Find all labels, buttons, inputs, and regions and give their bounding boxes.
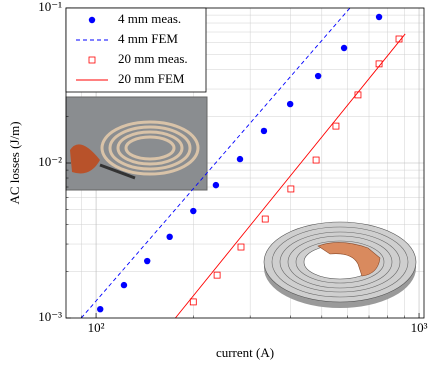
- legend-marker: [88, 56, 96, 64]
- data-point: [189, 298, 197, 306]
- photo-coil: [100, 120, 200, 176]
- legend-label: 4 mm FEM: [118, 31, 178, 46]
- legend: 4 mm meas. 4 mm FEM 20 mm meas. 20 mm FEM: [65, 7, 207, 93]
- data-point: [332, 122, 340, 130]
- legend-label: 4 mm meas.: [118, 11, 181, 26]
- data-point: [213, 271, 221, 279]
- data-point: [286, 100, 294, 108]
- data-point: [120, 281, 128, 289]
- inset-render: [263, 221, 417, 308]
- y-axis-label: AC losses (J/m): [7, 121, 22, 204]
- legend-label: 20 mm FEM: [118, 71, 185, 86]
- legend-marker: [88, 16, 96, 24]
- data-point: [375, 13, 383, 21]
- x-axis-label: current (A): [216, 345, 274, 360]
- inset-photo: [66, 97, 207, 190]
- x-tick-label: 10³: [411, 320, 428, 335]
- photo-copper: [70, 144, 100, 174]
- data-point: [340, 44, 348, 52]
- legend-box: [65, 7, 207, 93]
- data-point: [212, 181, 220, 189]
- data-point: [166, 233, 173, 241]
- data-point: [314, 72, 322, 80]
- series-line: [175, 33, 406, 318]
- insets: [65, 96, 417, 308]
- ticks: 10⁻³ 10⁻² 10⁻¹ 10² 10³: [38, 0, 427, 335]
- legend-label: 20 mm meas.: [118, 51, 188, 66]
- data-point: [236, 155, 244, 163]
- x-tick-label: 10²: [88, 320, 105, 335]
- y-tick-label: 10⁻²: [38, 154, 62, 169]
- plot-marks: [80, 8, 406, 318]
- data-point: [144, 257, 151, 265]
- data-point: [97, 305, 104, 313]
- data-point: [260, 127, 268, 135]
- series-line: [80, 8, 351, 318]
- data-point: [237, 243, 245, 251]
- y-tick-label: 10⁻¹: [38, 0, 62, 14]
- data-point: [312, 156, 320, 164]
- photo-lead: [99, 163, 136, 180]
- data-point: [287, 185, 295, 193]
- grid: [66, 7, 424, 319]
- data-point: [261, 215, 269, 223]
- y-tick-label: 10⁻³: [38, 309, 62, 324]
- data-point: [190, 207, 197, 215]
